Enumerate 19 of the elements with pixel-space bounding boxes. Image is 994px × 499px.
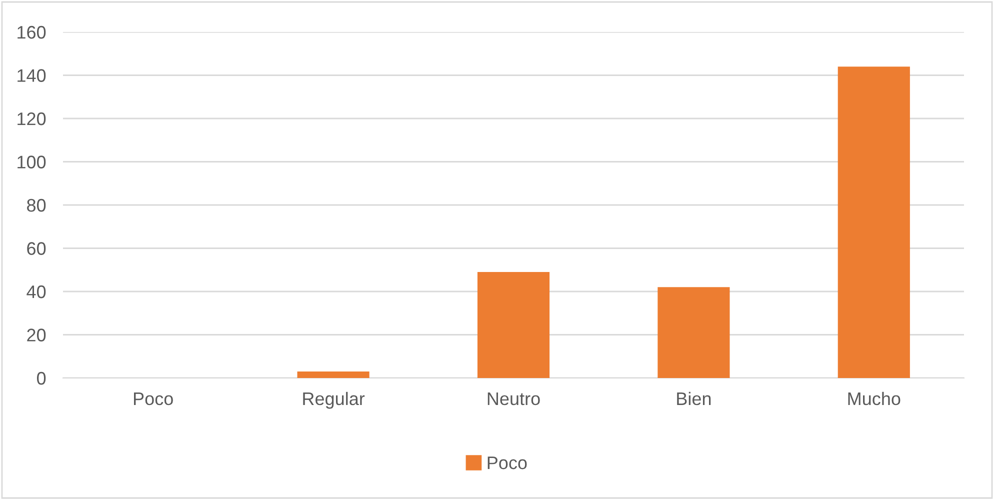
y-tick-label: 0 (37, 372, 46, 385)
bar (658, 287, 730, 378)
x-tick-label: Mucho (848, 392, 900, 406)
y-tick-label: 140 (18, 69, 46, 82)
bar (838, 66, 910, 378)
y-tick-label: 120 (18, 112, 46, 126)
x-tick-label: Bien (677, 392, 711, 406)
y-tick-label: 100 (18, 156, 46, 168)
y-tick-label: 60 (27, 242, 46, 255)
bar (477, 272, 550, 378)
x-tick-label: Regular (303, 392, 365, 409)
y-tick-label: 20 (27, 328, 46, 342)
y-tick-label: 160 (18, 26, 46, 39)
x-tick-label: Neutro (488, 392, 540, 406)
x-tick-label: Poco (134, 392, 173, 406)
y-tick-label: 40 (26, 285, 46, 298)
bar (297, 372, 370, 378)
y-tick-label: 80 (27, 198, 46, 212)
legend-label: Poco (488, 456, 527, 470)
